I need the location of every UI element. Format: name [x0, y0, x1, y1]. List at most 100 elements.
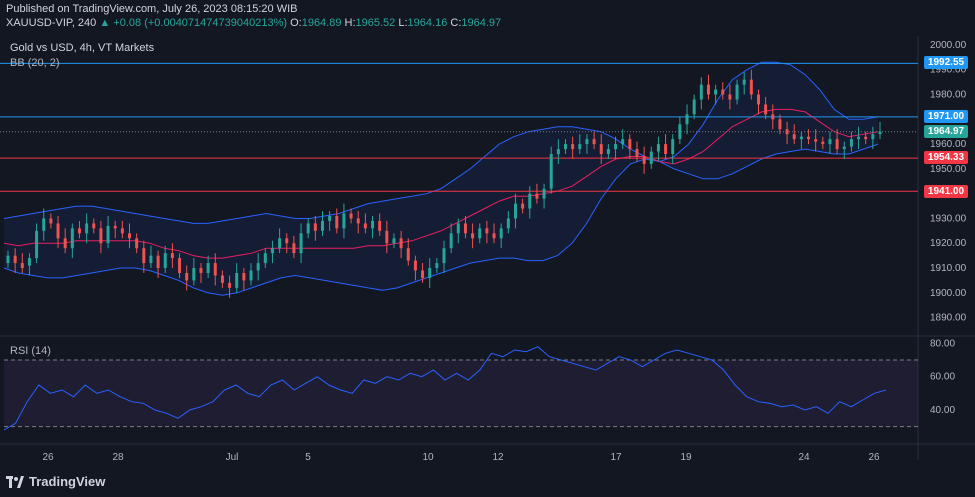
candle-body	[349, 213, 353, 219]
rsi-axis-tick: 60.00	[930, 372, 955, 383]
candle-body	[499, 228, 503, 239]
candle-body	[92, 223, 96, 229]
time-axis-tick: 10	[422, 452, 434, 463]
bb-lower-line	[3, 143, 879, 296]
candle-body	[735, 84, 739, 100]
time-axis-tick: 5	[305, 452, 311, 463]
price-axis-tick: 1950.00	[930, 164, 967, 175]
candle-body	[185, 272, 189, 281]
candle-body	[842, 146, 846, 150]
time-axis-tick: 19	[680, 452, 692, 463]
candle-body	[814, 139, 818, 142]
candle-body	[206, 263, 210, 273]
candle-body	[699, 84, 703, 100]
time-axis-tick: 28	[112, 452, 124, 463]
bb-legend[interactable]: BB (20, 2)	[10, 57, 60, 69]
candle-body	[142, 248, 146, 264]
candle-body	[20, 263, 24, 269]
bb-basis-line	[3, 108, 879, 259]
candle-body	[828, 139, 832, 145]
candle-body	[542, 188, 546, 199]
candle-body	[335, 215, 339, 229]
candle-body	[328, 215, 332, 221]
candle-body	[249, 270, 253, 281]
change-label: ▲ +0.08 (+0.0040714747390402​13%)	[99, 17, 288, 29]
candle-body	[578, 144, 582, 150]
candle-body	[656, 144, 660, 152]
candle-body	[406, 248, 410, 261]
candle-body	[6, 255, 10, 264]
candle-body	[849, 139, 853, 147]
rsi-legend[interactable]: RSI (14)	[10, 345, 51, 357]
price-badge-last: 1964.97	[924, 125, 968, 138]
candle-body	[692, 99, 696, 115]
candle-body	[778, 119, 782, 130]
candle-body	[564, 144, 568, 150]
candle-body	[435, 263, 439, 269]
candle-body	[556, 149, 560, 155]
bb-fill	[4, 62, 878, 296]
candle-body	[835, 139, 839, 150]
candle-body	[70, 228, 74, 249]
price-axis-tick: 1900.00	[930, 288, 967, 299]
candle-body	[285, 238, 289, 244]
candle-body	[628, 139, 632, 150]
candle-body	[356, 218, 360, 224]
candle-body	[135, 238, 139, 249]
price-axis-tick: 1890.00	[930, 313, 967, 324]
candle-body	[649, 151, 653, 164]
open-label: O:	[290, 17, 302, 29]
close-value: 1964.97	[461, 17, 502, 29]
candle-body	[192, 268, 196, 281]
candle-body	[413, 260, 417, 271]
candle-body	[478, 228, 482, 239]
candle-body	[278, 238, 282, 249]
price-axis-tick: 1990.00	[930, 65, 967, 76]
candle-body	[664, 144, 668, 155]
candle-body	[721, 89, 725, 95]
candle-body	[63, 238, 67, 249]
candle-body	[163, 253, 167, 269]
candle-body	[13, 255, 17, 264]
candle-body	[299, 233, 303, 254]
candle-body	[728, 94, 732, 100]
tradingview-logo[interactable]: TradingView	[6, 474, 105, 489]
candle-body	[792, 134, 796, 140]
time-axis-tick: 17	[610, 452, 622, 463]
candle-body	[742, 79, 746, 85]
candle-body	[528, 193, 532, 209]
candle-body	[671, 139, 675, 155]
candle-body	[799, 136, 803, 140]
candle-body	[371, 220, 375, 229]
candle-body	[585, 139, 589, 145]
high-value: 1965.52	[355, 17, 396, 29]
candle-body	[471, 233, 475, 239]
chart-legend-title[interactable]: Gold vs USD, 4h, VT Markets	[10, 42, 155, 54]
candle-body	[535, 193, 539, 199]
candle-body	[106, 225, 110, 244]
high-label: H:	[344, 17, 356, 29]
candle-body	[442, 248, 446, 264]
candle-body	[342, 213, 346, 229]
candle-body	[49, 218, 53, 224]
candle-body	[592, 139, 596, 145]
ohlc-readout: XAUUSD-VIP, 240 ▲ +0.08 (+0.004071474739…	[6, 17, 501, 29]
time-axis-tick: 26	[42, 452, 54, 463]
candle-body	[463, 223, 467, 234]
candle-body	[714, 89, 718, 95]
candle-body	[456, 223, 460, 234]
time-axis-tick: 26	[868, 452, 880, 463]
candle-body	[642, 156, 646, 164]
candle-body	[199, 268, 203, 273]
candle-body	[156, 255, 160, 269]
candle-body	[521, 203, 525, 209]
candle-body	[149, 255, 153, 264]
candle-body	[635, 149, 639, 157]
candle-body	[120, 228, 124, 234]
candle-body	[178, 258, 182, 273]
candle-body	[549, 154, 553, 189]
symbol-label: XAUUSD-VIP, 240	[6, 17, 97, 29]
candle-body	[606, 149, 610, 155]
candle-body	[313, 223, 317, 231]
